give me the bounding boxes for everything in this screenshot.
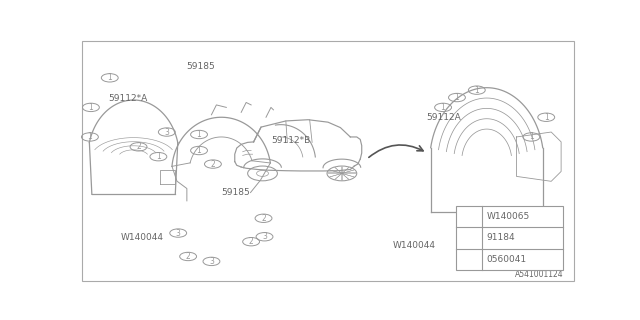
Text: 3: 3 (467, 255, 471, 264)
Text: 2: 2 (249, 237, 253, 246)
Text: 3: 3 (164, 128, 169, 137)
FancyBboxPatch shape (456, 206, 563, 270)
Text: 59112A: 59112A (426, 113, 461, 122)
Text: 1: 1 (108, 73, 112, 82)
Text: 1: 1 (441, 103, 445, 112)
Text: 1: 1 (467, 212, 471, 221)
Text: 2: 2 (261, 214, 266, 223)
Text: 59185: 59185 (187, 62, 216, 71)
Text: 59112*A: 59112*A (109, 94, 148, 103)
Text: 1: 1 (454, 93, 460, 102)
Text: 3: 3 (176, 228, 180, 237)
Text: 3: 3 (209, 257, 214, 266)
Text: 2: 2 (467, 234, 471, 243)
Text: 2: 2 (136, 142, 141, 151)
Text: 1: 1 (156, 152, 161, 161)
Text: W140044: W140044 (392, 241, 435, 250)
Text: 1: 1 (88, 103, 93, 112)
Text: 0560041: 0560041 (487, 255, 527, 264)
Text: 91184: 91184 (487, 234, 515, 243)
Text: W140044: W140044 (121, 234, 164, 243)
Text: W140065: W140065 (487, 212, 530, 221)
Text: 59185: 59185 (221, 188, 250, 197)
Text: 1: 1 (88, 132, 92, 141)
Text: 1: 1 (544, 113, 548, 122)
Text: 2: 2 (211, 160, 215, 169)
Text: 1: 1 (196, 130, 202, 139)
Text: 2: 2 (186, 252, 191, 261)
Text: 3: 3 (262, 232, 267, 241)
Text: A541001124: A541001124 (515, 270, 564, 279)
Text: 1: 1 (196, 146, 202, 155)
Text: 1: 1 (529, 132, 534, 141)
Text: 59112*B: 59112*B (271, 136, 310, 145)
Text: 1: 1 (474, 86, 479, 95)
